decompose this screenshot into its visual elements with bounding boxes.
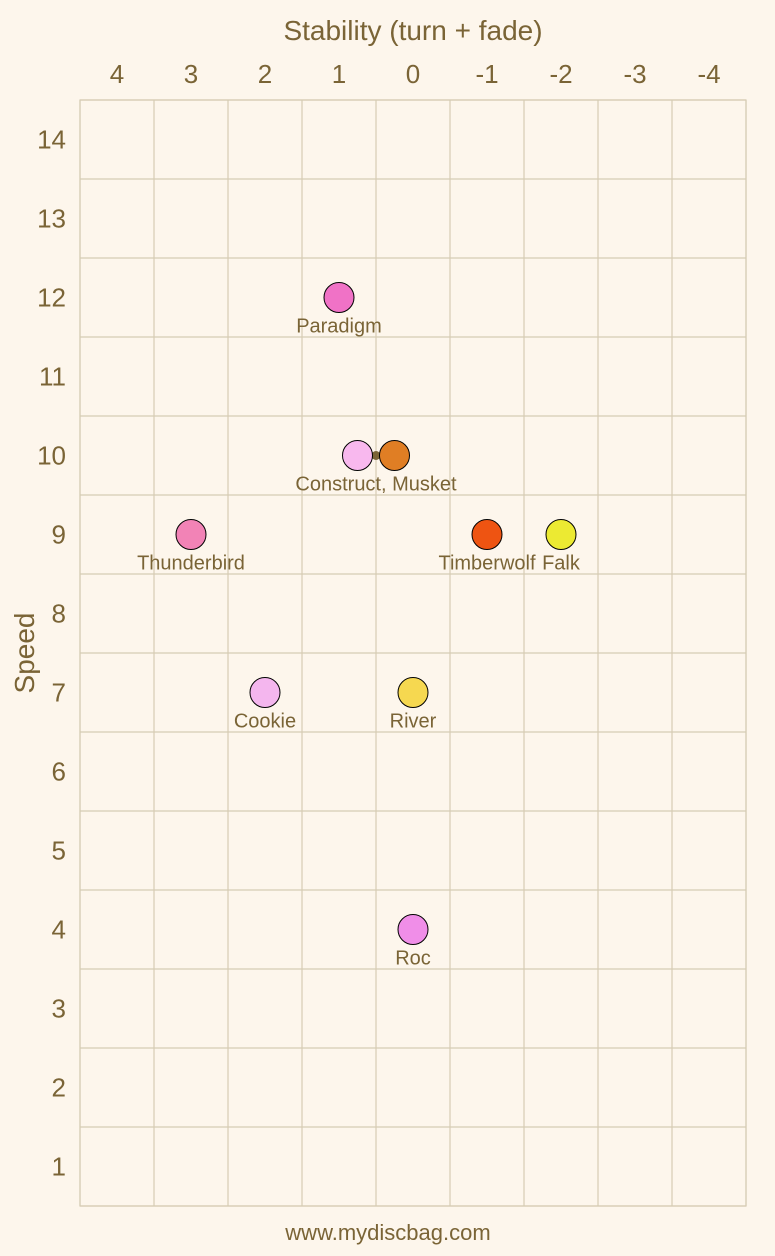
- point-label: Cookie: [234, 711, 296, 733]
- y-tick-label: 5: [52, 836, 66, 866]
- footer-credit: www.mydiscbag.com: [284, 1220, 490, 1245]
- x-tick-label: 2: [258, 59, 272, 89]
- group-marker: [371, 451, 381, 460]
- point-labels: Paradigm Construct, Musket Thunderbird Timb…: [137, 316, 581, 970]
- y-tick-label: 14: [37, 125, 66, 155]
- x-axis-title: Stability (turn + fade): [283, 15, 542, 46]
- y-tick-label: 6: [52, 757, 66, 787]
- y-tick-label: 4: [52, 915, 66, 945]
- x-tick-label: -4: [697, 59, 720, 89]
- disc-point-thunderbird: [175, 519, 207, 550]
- disc-point-cookie: [249, 677, 281, 708]
- x-tick-label: 0: [406, 59, 420, 89]
- point-label: Roc: [395, 948, 431, 970]
- point-label: Thunderbird: [137, 553, 245, 575]
- x-tick-label: 3: [184, 59, 198, 89]
- y-tick-label: 1: [52, 1152, 66, 1182]
- y-tick-label: 3: [52, 994, 66, 1024]
- y-tick-label: 10: [37, 441, 66, 471]
- x-tick-labels: 4 3 2 1 0 -1 -2 -3 -4: [110, 59, 721, 89]
- data-points: [175, 282, 577, 945]
- disc-point-falk: [545, 519, 577, 550]
- y-tick-label: 7: [52, 678, 66, 708]
- disc-point-river: [397, 677, 429, 708]
- x-tick-label: 4: [110, 59, 124, 89]
- disc-point-timberwolf: [471, 519, 503, 550]
- disc-point-roc: [397, 914, 429, 945]
- y-axis-title: Speed: [9, 613, 40, 694]
- x-tick-label: -2: [549, 59, 572, 89]
- disc-point-paradigm: [323, 282, 355, 313]
- point-label: River: [390, 711, 437, 733]
- y-tick-label: 12: [37, 283, 66, 313]
- point-label: Falk: [542, 553, 581, 575]
- grid: [79, 99, 747, 1207]
- x-tick-label: 1: [332, 59, 346, 89]
- plot-frame: [79, 99, 747, 1207]
- disc-point-construct: [342, 440, 373, 471]
- point-label: Timberwolf: [438, 553, 535, 575]
- y-tick-label: 2: [52, 1073, 66, 1103]
- y-tick-label: 11: [39, 362, 66, 392]
- footer-link[interactable]: www.mydiscbag.com: [284, 1220, 490, 1245]
- point-label: Construct, Musket: [295, 474, 457, 496]
- x-tick-label: -3: [623, 59, 646, 89]
- point-label: Paradigm: [296, 316, 382, 338]
- x-tick-label: -1: [475, 59, 498, 89]
- y-tick-label: 13: [37, 204, 66, 234]
- y-tick-label: 8: [52, 599, 66, 629]
- group-markers: [371, 451, 381, 460]
- y-tick-label: 9: [52, 520, 66, 550]
- disc-point-musket: [379, 440, 410, 471]
